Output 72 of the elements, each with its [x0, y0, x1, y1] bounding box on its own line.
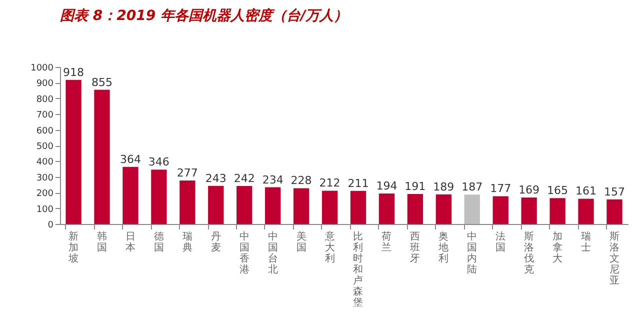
y-tick-label: 0 — [48, 220, 54, 230]
bar — [66, 80, 82, 224]
data-label: 277 — [176, 166, 198, 180]
bar — [293, 188, 310, 224]
x-tick-label: 西班牙 — [410, 232, 420, 264]
chart-title: 图表 8：2019 年各国机器人密度（台/万人） — [60, 7, 348, 24]
data-label: 191 — [404, 180, 426, 194]
bar — [521, 197, 537, 224]
y-tick-label: 400 — [36, 158, 54, 168]
data-label: 157 — [604, 185, 625, 198]
data-label: 161 — [576, 184, 597, 198]
bar — [94, 90, 110, 224]
data-label: 211 — [348, 176, 369, 190]
bar — [350, 190, 366, 224]
y-tick-label: 800 — [36, 94, 54, 105]
x-tick-label: 日本 — [125, 232, 136, 254]
data-label: 194 — [376, 180, 398, 193]
data-label: 242 — [234, 172, 255, 186]
y-tick-label: 100 — [36, 204, 54, 215]
data-label: 187 — [462, 180, 483, 194]
data-label: 243 — [205, 172, 226, 185]
data-label: 918 — [63, 66, 84, 79]
x-tick-label: 中国内陆 — [467, 230, 478, 276]
x-tick-label: 瑞典 — [182, 230, 192, 254]
bar — [180, 180, 196, 224]
x-tick-label: 斯洛文尼亚 — [609, 230, 620, 286]
y-tick-label: 500 — [36, 142, 54, 152]
x-tick-label: 中国台北 — [268, 230, 278, 276]
data-label: 346 — [148, 156, 170, 169]
data-label: 165 — [547, 184, 568, 198]
bar — [550, 198, 566, 224]
x-tick-label: 荷兰 — [382, 230, 392, 254]
x-tick-label: 新加坡 — [68, 230, 79, 264]
bar — [322, 190, 338, 224]
bar — [492, 196, 508, 224]
data-label: 234 — [262, 173, 284, 186]
y-tick-label: 1000 — [30, 64, 54, 74]
bar — [606, 199, 622, 224]
x-tick-label: 美国 — [296, 230, 306, 254]
x-tick-label: 韩国 — [96, 230, 107, 254]
x-tick-label: 瑞士 — [581, 230, 592, 254]
x-tick-label: 奥地利 — [438, 230, 449, 264]
bar — [208, 186, 224, 224]
data-label: 228 — [290, 174, 312, 188]
bar — [264, 187, 281, 224]
y-tick-label: 300 — [36, 173, 54, 184]
x-tick-label: 加拿大 — [552, 230, 563, 264]
x-tick-label: 德国 — [154, 232, 164, 254]
x-tick-label: 法国 — [496, 230, 506, 254]
y-tick-label: 700 — [36, 110, 54, 121]
bar — [436, 194, 452, 224]
data-label: 855 — [91, 76, 112, 89]
x-tick-label: 比利时和卢森堡 — [353, 230, 364, 308]
x-tick-label: 斯洛伐克 — [524, 230, 534, 276]
x-tick-label: 中国香港 — [239, 230, 250, 276]
bar — [378, 194, 395, 224]
bar — [464, 194, 480, 224]
data-label: 169 — [518, 183, 540, 196]
y-tick-label: 600 — [36, 126, 54, 136]
bar — [578, 198, 594, 224]
bar — [122, 166, 138, 224]
data-label: 364 — [120, 152, 141, 166]
x-tick-label: 丹麦 — [210, 232, 221, 254]
bar — [407, 194, 424, 224]
bar — [236, 186, 252, 224]
x-tick-label: 意大利 — [324, 230, 335, 264]
data-label: 177 — [490, 182, 512, 196]
y-tick-label: 900 — [36, 79, 54, 90]
data-label: 189 — [433, 180, 454, 194]
data-label: 212 — [319, 176, 340, 190]
bar — [151, 170, 167, 224]
y-tick-label: 200 — [36, 189, 54, 200]
